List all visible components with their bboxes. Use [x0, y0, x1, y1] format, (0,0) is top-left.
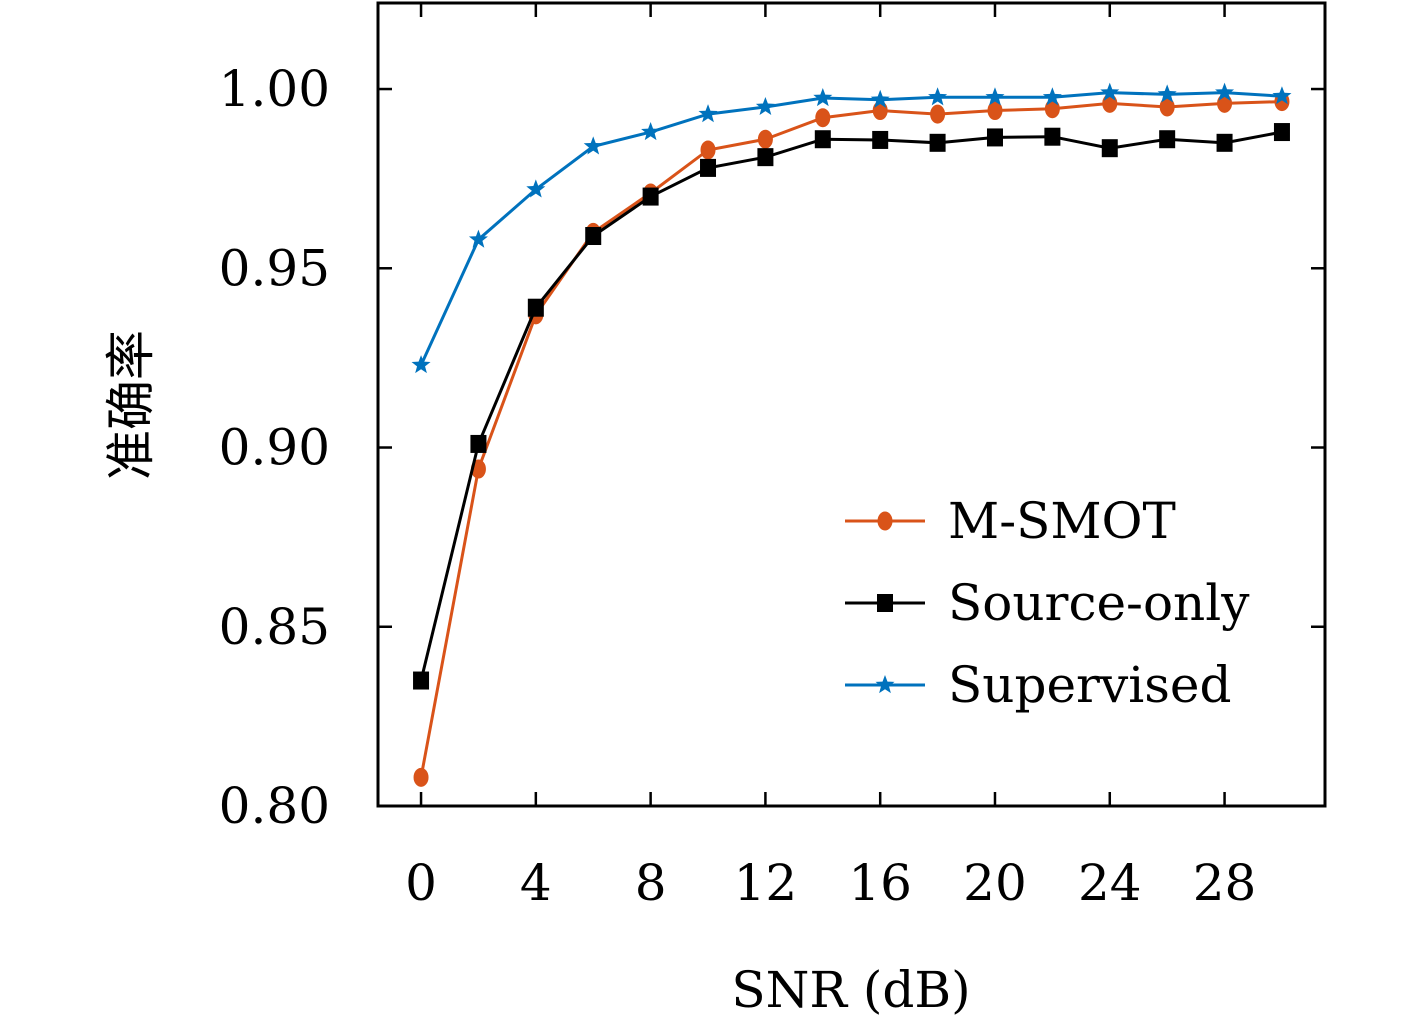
legend-swatch-marker: [877, 594, 893, 612]
data-point: [1044, 127, 1061, 146]
y-tick-label: 0.85: [219, 598, 330, 656]
data-point: [1273, 123, 1290, 142]
data-point: [755, 96, 775, 116]
x-tick-label: 20: [963, 854, 1027, 912]
data-point: [985, 87, 1005, 106]
data-point: [1042, 87, 1062, 106]
x-tick-label: 24: [1078, 854, 1142, 912]
data-point: [1101, 139, 1118, 158]
data-point: [1272, 86, 1292, 105]
legend-label: M-SMOT: [948, 492, 1176, 550]
series-supervised: [411, 82, 1292, 374]
data-point: [698, 104, 718, 123]
data-point: [929, 133, 946, 152]
legend-swatch-marker: [877, 511, 893, 531]
y-tick-label: 1.00: [219, 60, 330, 118]
y-axis-title: 准确率: [102, 330, 160, 480]
y-tick-label: 0.90: [219, 419, 330, 477]
data-point: [757, 148, 774, 167]
x-tick-label: 4: [520, 854, 552, 912]
data-point: [413, 767, 429, 787]
data-point: [527, 298, 544, 317]
data-point: [1159, 130, 1176, 149]
data-point: [986, 128, 1003, 147]
data-point: [585, 227, 602, 246]
x-tick-label: 16: [848, 854, 912, 912]
data-point: [813, 88, 833, 107]
series-source-only: [413, 123, 1290, 690]
data-point: [757, 129, 773, 149]
data-point: [641, 122, 661, 141]
data-point: [468, 229, 488, 248]
data-point: [814, 130, 831, 149]
legend-label: Supervised: [948, 656, 1231, 714]
legend: M-SMOT Source-only Supervised: [845, 492, 1250, 714]
y-axis: 0.80 0.85 0.90 0.95 1.00: [219, 60, 1325, 835]
data-point: [1217, 93, 1233, 113]
x-tick-label: 8: [635, 854, 667, 912]
series-line: [419, 130, 1283, 681]
data-point: [700, 158, 717, 177]
legend-swatch-marker: [875, 675, 895, 694]
data-point: [583, 136, 603, 155]
data-point: [411, 355, 431, 374]
y-tick-label: 0.80: [219, 777, 330, 835]
data-point: [872, 130, 889, 149]
data-point: [870, 89, 890, 108]
series-line: [419, 91, 1283, 366]
data-point: [1157, 84, 1177, 103]
data-point: [1215, 82, 1235, 101]
plot-frame: [376, 1, 1327, 808]
data-point: [470, 434, 487, 453]
series-layer: [411, 82, 1292, 787]
legend-item: Source-only: [845, 574, 1250, 632]
y-tick-label: 0.95: [219, 239, 330, 297]
data-point: [413, 671, 430, 690]
x-tick-label: 0: [405, 854, 437, 912]
legend-item: M-SMOT: [845, 492, 1176, 550]
legend-item: Supervised: [845, 656, 1231, 714]
data-point: [987, 101, 1003, 121]
data-point: [930, 104, 946, 124]
data-point: [700, 140, 716, 160]
x-axis: 0 4 8 12 16 20 24 28: [405, 3, 1256, 912]
data-point: [872, 101, 888, 121]
data-point: [642, 187, 659, 206]
x-tick-label: 12: [734, 854, 798, 912]
data-point: [1102, 93, 1118, 113]
data-point: [1216, 133, 1233, 152]
data-point: [526, 179, 546, 198]
plot-area: [376, 1, 1327, 808]
legend-label: Source-only: [948, 574, 1250, 632]
x-axis-title: SNR (dB): [731, 961, 970, 1019]
data-point: [928, 87, 948, 106]
x-tick-label: 28: [1193, 854, 1257, 912]
data-point: [815, 108, 831, 128]
data-point: [1100, 82, 1120, 101]
